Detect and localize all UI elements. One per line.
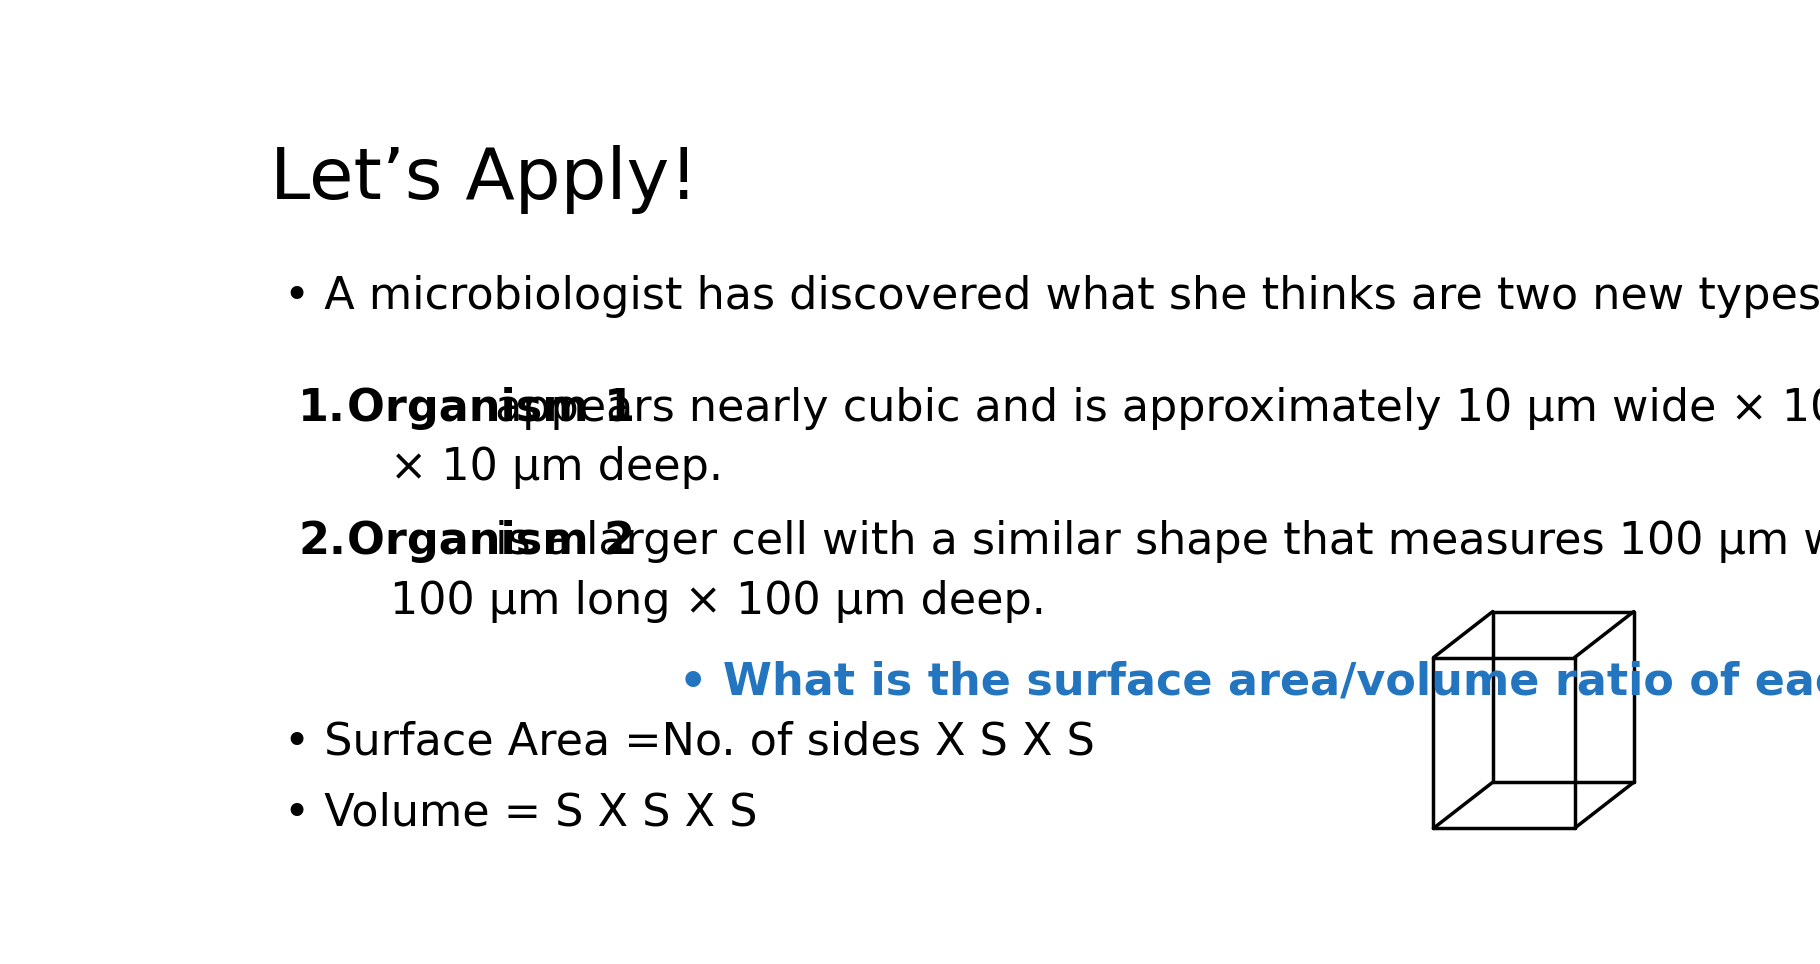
- Text: appears nearly cubic and is approximately 10 μm wide × 10 μm long: appears nearly cubic and is approximatel…: [480, 387, 1820, 430]
- Text: is a larger cell with a similar shape that measures 100 μm wide ×: is a larger cell with a similar shape th…: [480, 521, 1820, 563]
- Text: • Surface Area =No. of sides X S X S: • Surface Area =No. of sides X S X S: [284, 721, 1096, 763]
- Text: Organism 2: Organism 2: [348, 521, 635, 563]
- Text: • A microbiologist has discovered what she thinks are two new types of algae.: • A microbiologist has discovered what s…: [284, 276, 1820, 318]
- Text: • What is the surface area/volume ratio of each organism?: • What is the surface area/volume ratio …: [679, 661, 1820, 705]
- Text: Let’s Apply!: Let’s Apply!: [269, 146, 697, 214]
- Text: 100 μm long × 100 μm deep.: 100 μm long × 100 μm deep.: [389, 579, 1045, 623]
- Text: 1.: 1.: [298, 387, 346, 430]
- Text: × 10 μm deep.: × 10 μm deep.: [389, 446, 723, 489]
- Text: Organism 1: Organism 1: [348, 387, 635, 430]
- Text: 2.: 2.: [298, 521, 346, 563]
- Text: • Volume = S X S X S: • Volume = S X S X S: [284, 791, 757, 834]
